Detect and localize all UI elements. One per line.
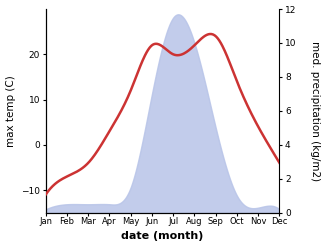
Y-axis label: max temp (C): max temp (C) — [6, 75, 16, 147]
X-axis label: date (month): date (month) — [121, 231, 204, 242]
Y-axis label: med. precipitation (kg/m2): med. precipitation (kg/m2) — [310, 41, 320, 181]
